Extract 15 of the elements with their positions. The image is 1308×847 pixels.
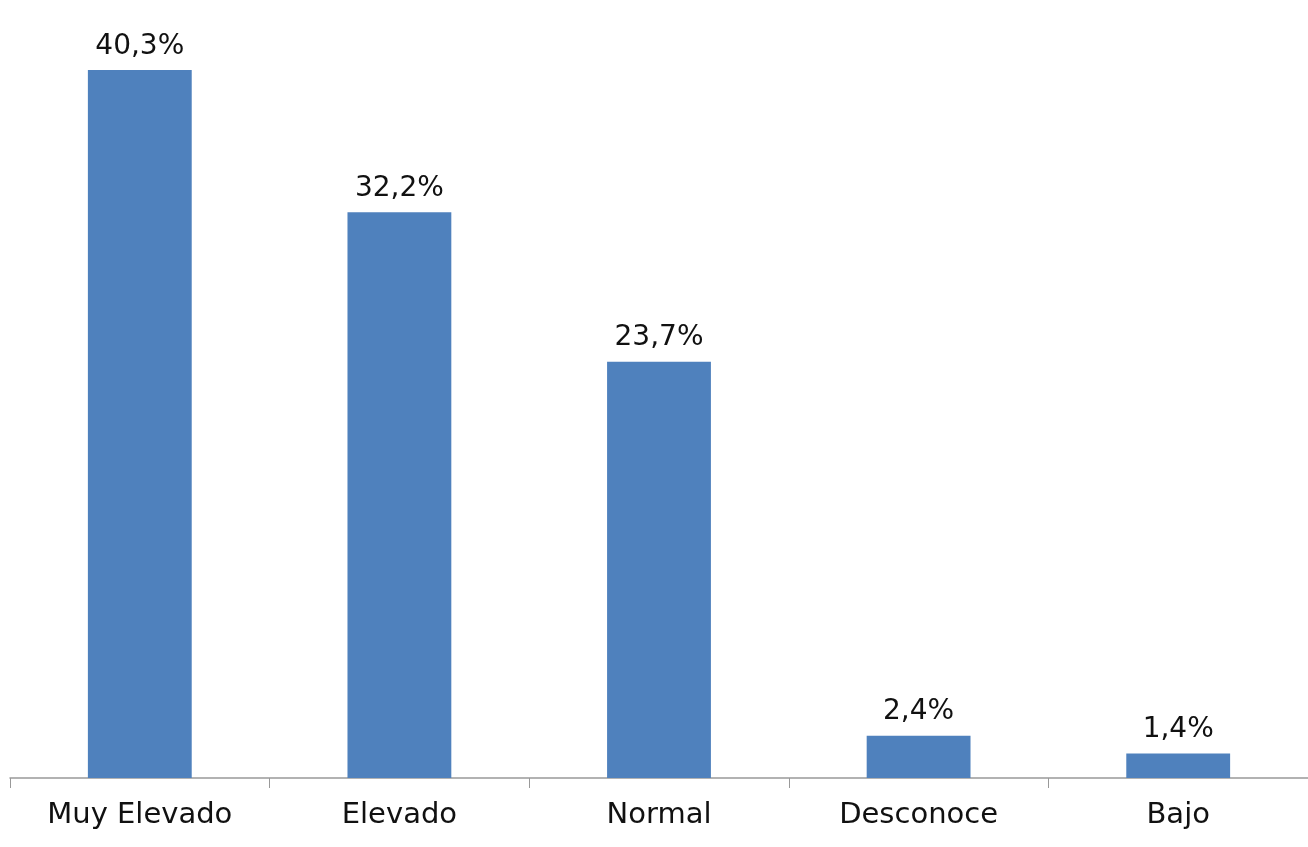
x-tick-label: Muy Elevado bbox=[47, 795, 233, 830]
data-label: 32,2% bbox=[354, 169, 444, 203]
x-tick-label: Elevado bbox=[341, 795, 458, 830]
x-tick-label: Desconoce bbox=[839, 795, 999, 830]
data-label: 2,4% bbox=[883, 693, 955, 727]
x-tick-label: Normal bbox=[606, 795, 712, 830]
bar bbox=[87, 70, 192, 778]
bar bbox=[347, 212, 452, 778]
data-label: 40,3% bbox=[95, 27, 185, 61]
bar bbox=[1126, 753, 1231, 778]
bar bbox=[866, 735, 971, 778]
x-tick-label: Bajo bbox=[1146, 795, 1210, 830]
data-label: 23,7% bbox=[614, 319, 704, 353]
data-label: 1,4% bbox=[1142, 710, 1214, 744]
bar bbox=[607, 361, 711, 778]
